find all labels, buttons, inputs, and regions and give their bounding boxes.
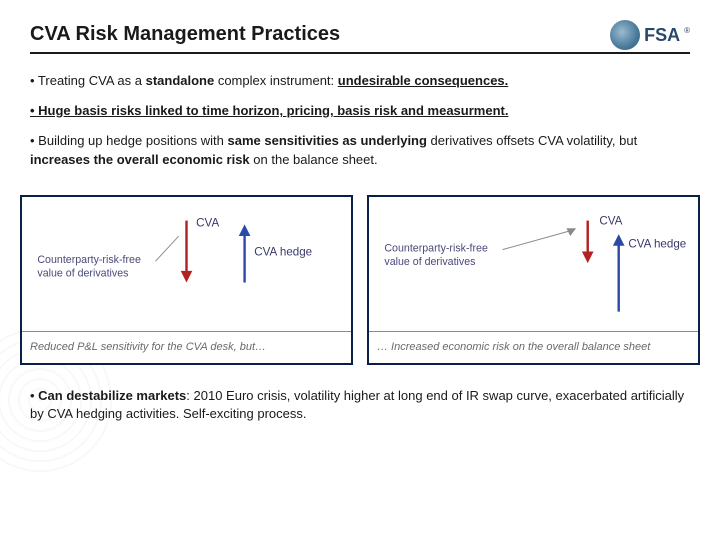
bullet-1: • Treating CVA as a standalone complex i… [30, 72, 690, 90]
hedge-up-arrow-head-r [613, 234, 625, 246]
text-bold-underline: • Huge basis risks linked to time horizo… [30, 103, 508, 118]
text-bold: increases the overall economic risk [30, 152, 250, 167]
header: CVA Risk Management Practices FSA ® [0, 0, 720, 52]
fsa-logo: FSA ® [610, 20, 690, 50]
right-label-line1: Counterparty-risk-free [384, 242, 488, 254]
bullet-4: • Can destabilize markets: 2010 Euro cri… [30, 387, 690, 423]
caption-text: Reduced P&L sensitivity for the CVA desk… [30, 341, 266, 353]
logo-text: FSA [644, 25, 680, 46]
hedge-up-arrow-head [239, 224, 251, 236]
right-label-line2: value of derivatives [384, 256, 475, 268]
bullets-block: • Treating CVA as a standalone complex i… [0, 54, 720, 191]
panel-right-svg: Counterparty-risk-free value of derivati… [377, 207, 690, 329]
cva-down-arrow-head [181, 271, 193, 283]
page-title: CVA Risk Management Practices [30, 23, 340, 52]
connector-arrow-head [566, 228, 576, 236]
bullet-3: • Building up hedge positions with same … [30, 132, 690, 168]
text: • Treating CVA as a [30, 73, 146, 88]
hedge-label-r: CVA hedge [628, 237, 686, 250]
bullet-2: • Huge basis risks linked to time horizo… [30, 102, 690, 120]
panel-left-caption: Reduced P&L sensitivity for the CVA desk… [22, 331, 351, 363]
diagram-row: Counterparty-risk-free value of derivati… [0, 191, 720, 365]
panel-right-body: Counterparty-risk-free value of derivati… [369, 197, 698, 333]
text-bold: standalone [146, 73, 215, 88]
bottom-block: • Can destabilize markets: 2010 Euro cri… [0, 365, 720, 423]
left-label-line1: Counterparty-risk-free [37, 254, 141, 266]
panel-left-svg: Counterparty-risk-free value of derivati… [30, 207, 343, 329]
connector-line-right [503, 230, 573, 249]
text: derivatives offsets CVA volatility, but [427, 133, 637, 148]
panel-right: Counterparty-risk-free value of derivati… [367, 195, 700, 365]
text-bold-underline: undesirable consequences. [338, 73, 509, 88]
panel-left-body: Counterparty-risk-free value of derivati… [22, 197, 351, 333]
registered-mark: ® [684, 26, 690, 35]
hedge-label: CVA hedge [254, 245, 312, 258]
cva-down-arrow-head-r [582, 251, 594, 263]
caption-text-r: … Increased economic risk on the overall… [377, 341, 650, 353]
left-label-line2: value of derivatives [37, 267, 128, 279]
text: • [30, 388, 38, 403]
text: • Building up hedge positions with [30, 133, 228, 148]
logo-swirl-icon [610, 20, 640, 50]
text: on the balance sheet. [250, 152, 378, 167]
text: complex instrument: [214, 73, 338, 88]
connector-line [156, 236, 179, 261]
cva-label-r: CVA [599, 214, 622, 227]
cva-label: CVA [196, 216, 219, 229]
panel-right-caption: … Increased economic risk on the overall… [369, 331, 698, 363]
text-bold: same sensitivities as underlying [228, 133, 427, 148]
text-bold-underline: Can destabilize markets [38, 388, 186, 403]
panel-left: Counterparty-risk-free value of derivati… [20, 195, 353, 365]
